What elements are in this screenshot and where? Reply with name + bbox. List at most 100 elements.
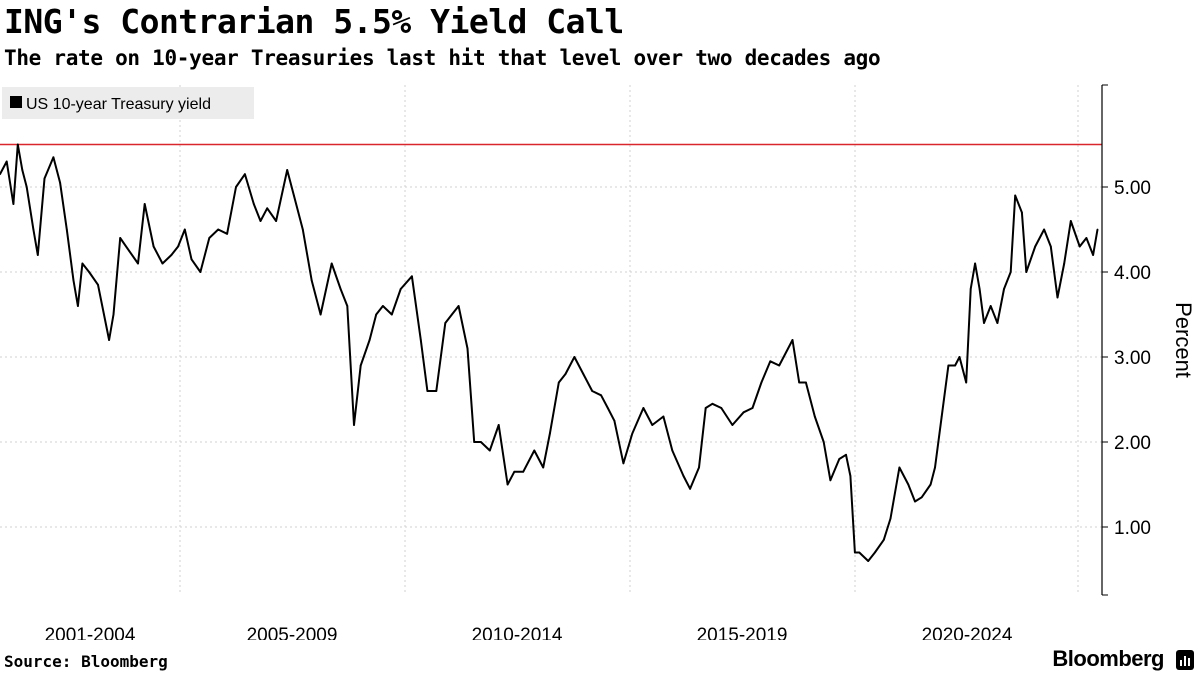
data-point	[382, 305, 384, 307]
y-tick-label: 1.00	[1114, 518, 1151, 539]
data-point	[849, 475, 852, 477]
x-tick-label: 2020-2024	[922, 625, 1013, 640]
data-point	[266, 207, 269, 210]
data-point	[119, 237, 122, 239]
data-point	[235, 186, 237, 188]
data-point	[513, 470, 516, 473]
series-group	[0, 143, 1099, 562]
data-point	[622, 462, 625, 465]
data-point	[642, 407, 645, 409]
data-point	[310, 279, 313, 282]
data-point	[21, 169, 24, 171]
x-tick-label: 2010-2014	[472, 625, 563, 640]
data-point	[390, 313, 393, 316]
data-point	[1063, 262, 1066, 265]
data-point	[798, 381, 801, 384]
x-axis-labels: 2001-2004 2005-2009 2010-2014 2015-2019 2020…	[45, 625, 1013, 640]
data-point	[217, 228, 220, 231]
data-point	[854, 551, 856, 554]
data-point	[466, 347, 469, 350]
chart-title: ING's Contrarian 5.5% Yield Call	[4, 2, 624, 41]
data-point	[934, 466, 936, 469]
data-point	[996, 322, 999, 324]
data-point	[444, 322, 447, 324]
series-line-0	[0, 143, 1099, 562]
data-point	[829, 479, 832, 482]
grid-lines	[0, 85, 1102, 595]
data-point	[252, 203, 255, 205]
data-point	[751, 407, 754, 409]
data-point	[858, 551, 861, 554]
data-point	[497, 424, 500, 426]
legend-box	[2, 87, 254, 119]
bloomberg-chart-icon	[1176, 650, 1194, 670]
data-point	[88, 271, 90, 273]
data-point	[1056, 296, 1059, 299]
data-point	[822, 441, 825, 443]
data-point	[137, 262, 139, 265]
data-point	[128, 249, 131, 252]
data-point	[983, 322, 985, 324]
data-point	[600, 394, 602, 397]
data-point	[1078, 245, 1081, 248]
x-tick-label: 2015-2019	[697, 625, 788, 640]
data-point	[1096, 228, 1099, 231]
data-point	[330, 262, 333, 265]
data-point	[698, 466, 700, 469]
data-point	[226, 232, 229, 235]
data-point	[805, 381, 807, 384]
data-point	[0, 173, 1, 176]
data-point	[72, 279, 75, 282]
data-point	[65, 228, 68, 231]
data-point	[920, 496, 923, 499]
y-axis: 1.00 2.00 3.00 4.00 5.00 Percent	[1101, 84, 1196, 596]
data-point	[473, 441, 476, 443]
y-tick-label: 4.00	[1114, 263, 1151, 284]
data-point	[978, 288, 981, 290]
data-point	[760, 381, 763, 384]
data-point	[671, 449, 674, 452]
data-point	[838, 458, 841, 460]
data-point	[25, 186, 28, 188]
data-point	[940, 415, 943, 418]
data-point	[573, 356, 576, 358]
data-point	[549, 432, 551, 435]
legend-label: US 10-year Treasury yield	[26, 96, 211, 113]
data-point	[208, 237, 211, 239]
data-point	[1014, 194, 1017, 197]
data-point	[59, 181, 61, 184]
data-point	[12, 203, 15, 205]
data-point	[542, 466, 545, 469]
data-point	[1085, 237, 1088, 239]
data-point	[183, 228, 186, 231]
data-point	[411, 275, 413, 278]
data-point	[564, 373, 567, 375]
data-point	[778, 364, 781, 367]
data-point	[954, 364, 956, 367]
data-point	[791, 339, 794, 341]
data-point	[353, 424, 355, 426]
data-point	[682, 475, 685, 477]
data-point	[1049, 245, 1052, 248]
bloomberg-logo: Bloomberg	[1052, 646, 1164, 671]
chart-subtitle: The rate on 10-year Treasuries last hit …	[4, 46, 881, 70]
data-point	[457, 305, 460, 307]
data-point	[969, 288, 972, 290]
data-point	[651, 424, 654, 426]
legend: US 10-year Treasury yield	[2, 87, 254, 119]
data-point	[36, 254, 39, 256]
data-point	[451, 313, 453, 316]
data-point	[947, 364, 950, 367]
data-point	[1009, 271, 1012, 273]
data-point	[1025, 271, 1028, 273]
data-point	[1043, 228, 1045, 231]
data-point	[506, 483, 509, 486]
data-point	[898, 466, 901, 469]
data-point	[662, 415, 665, 418]
data-point	[177, 245, 180, 248]
data-point	[958, 356, 961, 358]
data-point	[845, 453, 847, 456]
data-point	[711, 402, 714, 405]
data-point	[375, 313, 378, 316]
data-point	[275, 220, 277, 222]
